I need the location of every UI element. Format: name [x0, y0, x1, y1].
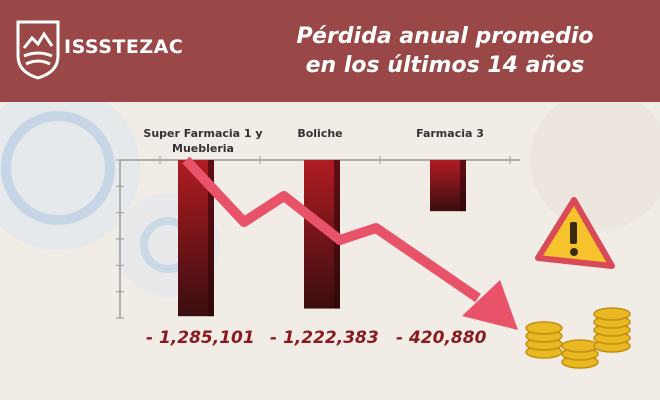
brand-name: ISSSTEZAC [64, 36, 184, 58]
bar-shade-3 [460, 160, 466, 212]
bar-shade-1 [208, 160, 214, 317]
title-line-2: en los últimos 14 años [305, 53, 585, 78]
header-banner [0, 0, 660, 102]
category-label-1: Super Farmacia 1 y Muebleria [143, 127, 263, 155]
bar-shade-2 [334, 160, 340, 309]
gear-icon [0, 86, 140, 250]
title-line-1: Pérdida anual promedio [296, 24, 594, 49]
logo-icon [16, 20, 60, 80]
value-label-1: - 1,285,101 [146, 328, 255, 348]
category-label-3: Farmacia 3 [416, 127, 484, 140]
page-title: Pérdida anual promedio en los últimos 14… [260, 22, 630, 80]
value-label-2: - 1,222,383 [270, 328, 379, 348]
value-label-3: - 420,880 [396, 328, 487, 348]
category-label-2: Boliche [297, 127, 343, 140]
gear-icon [530, 90, 660, 230]
